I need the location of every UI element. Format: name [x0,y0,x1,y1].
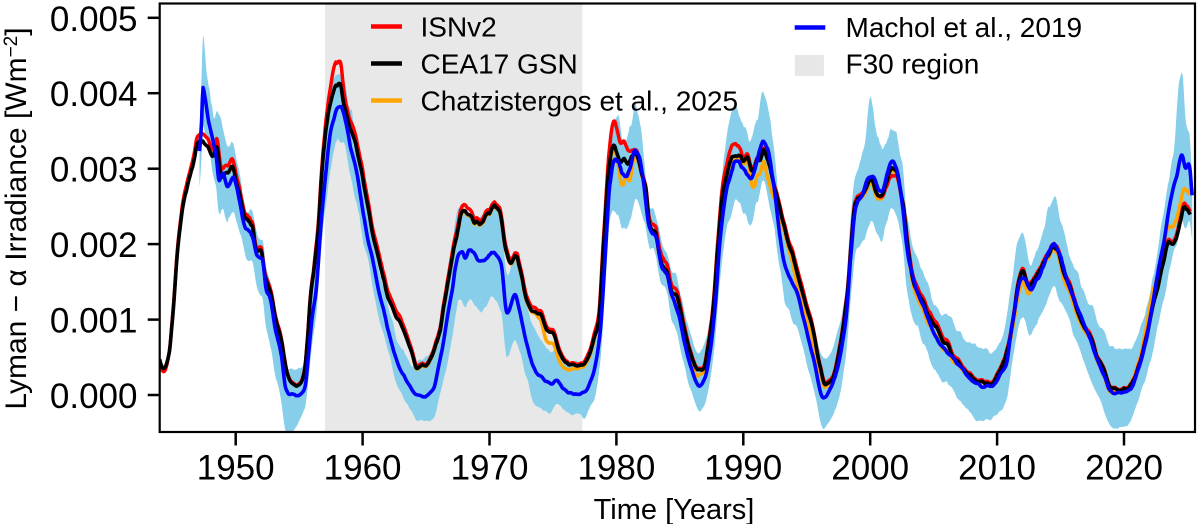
svg-text:1980: 1980 [577,449,655,488]
svg-text:0.004: 0.004 [50,75,138,114]
svg-text:0.002: 0.002 [50,226,138,265]
svg-text:2010: 2010 [958,449,1036,488]
svg-text:Time [Years]: Time [Years] [594,494,755,524]
svg-text:Chatzistergos et al., 2025: Chatzistergos et al., 2025 [421,86,739,117]
svg-text:Machol et al., 2019: Machol et al., 2019 [846,12,1083,43]
svg-text:ISNv2: ISNv2 [421,12,497,43]
svg-text:1950: 1950 [197,449,275,488]
svg-text:0.000: 0.000 [50,377,138,416]
svg-text:Lyman − α Irradiance [Wm−2]: Lyman − α Irradiance [Wm−2] [0,27,33,409]
svg-text:0.001: 0.001 [50,302,138,341]
svg-text:2000: 2000 [831,449,909,488]
svg-text:1990: 1990 [704,449,782,488]
svg-text:0.005: 0.005 [50,0,138,39]
svg-text:1960: 1960 [324,449,402,488]
svg-text:1970: 1970 [451,449,529,488]
svg-text:CEA17 GSN: CEA17 GSN [421,49,578,80]
svg-text:F30 region: F30 region [846,49,980,80]
svg-text:2020: 2020 [1085,449,1163,488]
svg-text:0.003: 0.003 [50,151,138,190]
